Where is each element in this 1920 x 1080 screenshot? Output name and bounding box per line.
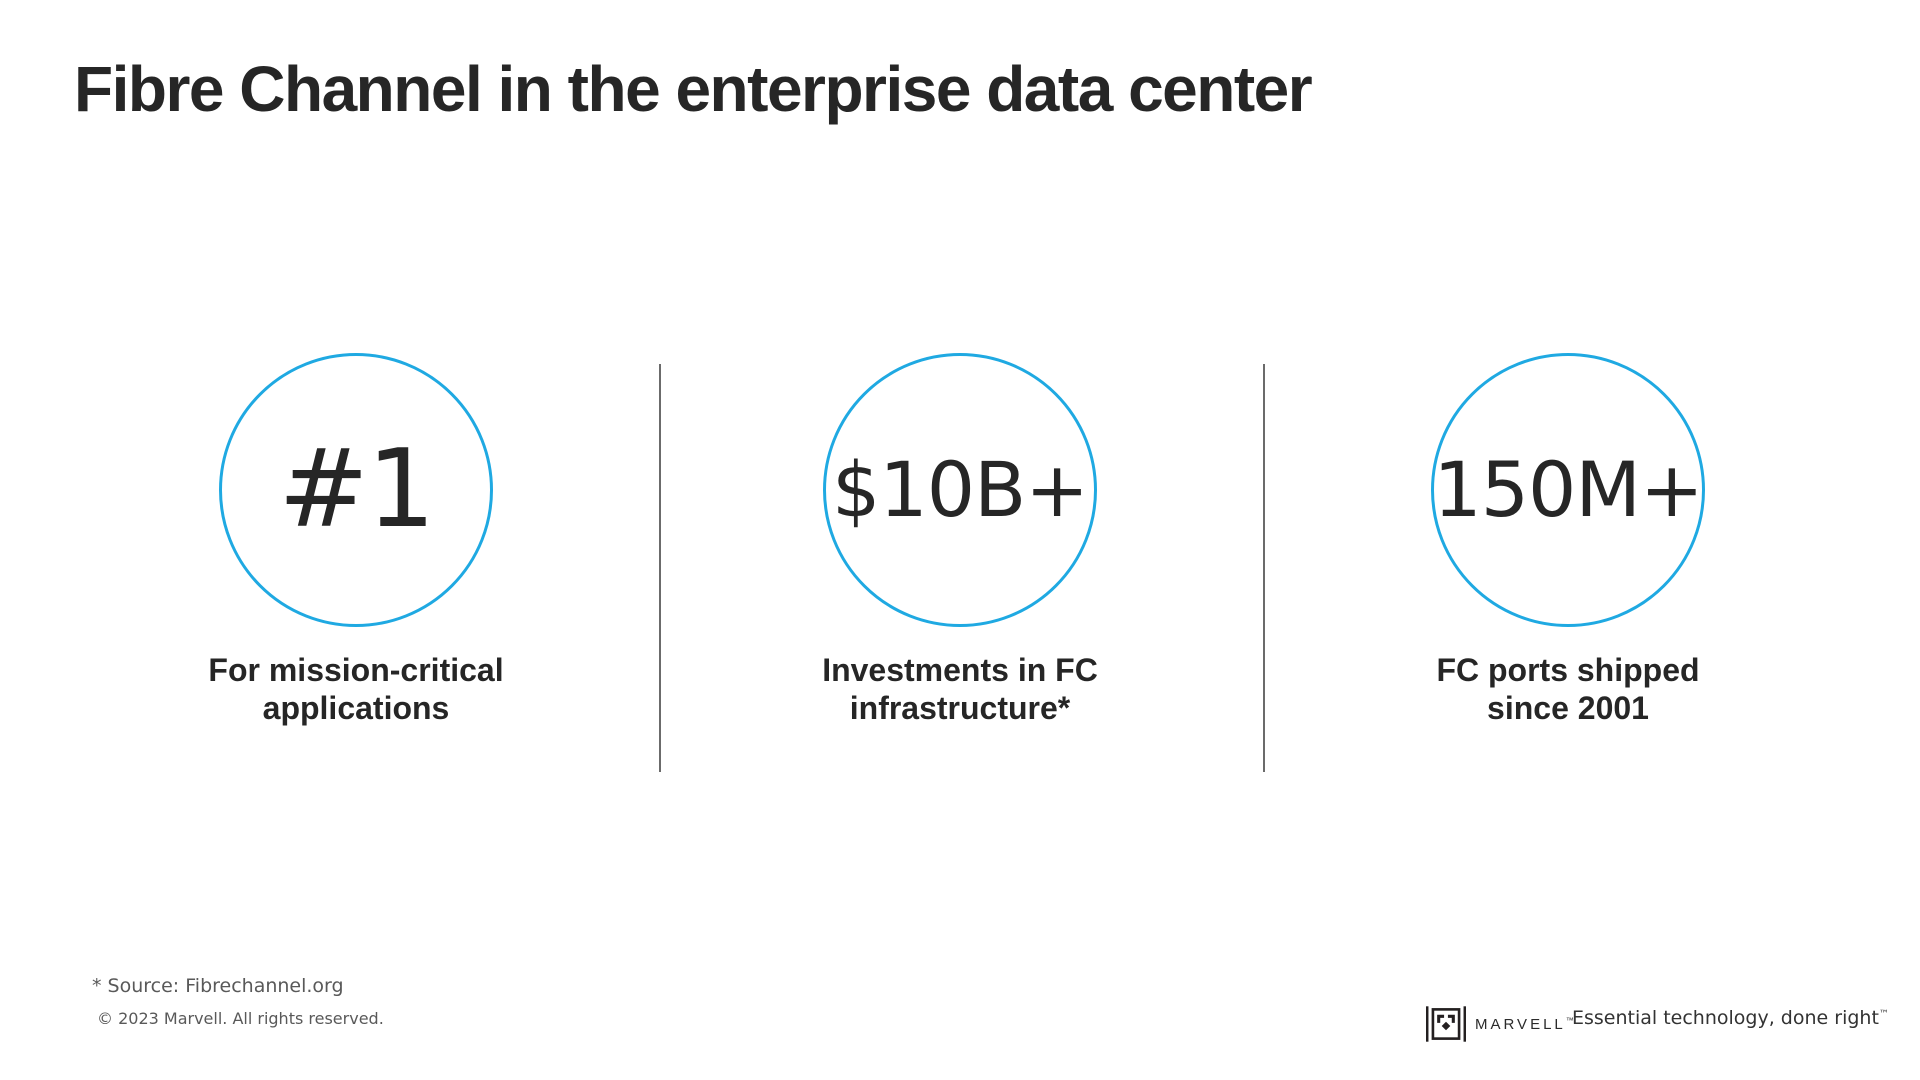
stat-label-line: Investments in FC (822, 652, 1098, 688)
stat-value: #1 (278, 427, 435, 552)
brand-wordmark: MARVELL™ (1475, 1016, 1574, 1033)
brand-block: MARVELL™ (1426, 1002, 1574, 1046)
stat-label-line: FC ports shipped (1436, 652, 1700, 688)
stat-value: 150M+ (1433, 445, 1703, 534)
source-footnote: * Source: Fibrechannel.org (92, 975, 344, 997)
brand-tagline-text: Essential technology, done right (1572, 1007, 1879, 1029)
vertical-divider (659, 364, 661, 772)
stat-label-line: since 2001 (1487, 690, 1649, 726)
stat-value: $10B+ (832, 445, 1089, 534)
brand-wordmark-text: MARVELL (1475, 1015, 1566, 1033)
stat-label: FC ports shipped since 2001 (1318, 651, 1818, 727)
brand-tagline: Essential technology, done right™ (1572, 1007, 1889, 1029)
copyright-text: © 2023 Marvell. All rights reserved. (97, 1009, 384, 1028)
stat-circle: #1 (219, 353, 493, 627)
vertical-divider (1263, 364, 1265, 772)
stat-circle: $10B+ (823, 353, 1097, 627)
stat-card-mission-critical: #1 For mission-critical applications (106, 353, 606, 727)
stat-label-line: applications (262, 690, 450, 726)
trademark-symbol: ™ (1878, 1009, 1889, 1020)
stat-label-line: For mission-critical (208, 652, 504, 688)
stat-label: For mission-critical applications (106, 651, 606, 727)
stat-card-ports-shipped: 150M+ FC ports shipped since 2001 (1318, 353, 1818, 727)
trademark-symbol: ™ (1565, 1015, 1574, 1025)
marvell-logo-icon (1426, 1006, 1466, 1042)
stat-label: Investments in FC infrastructure* (710, 651, 1210, 727)
stat-circle: 150M+ (1431, 353, 1705, 627)
stat-label-line: infrastructure* (849, 690, 1071, 726)
page-title: Fibre Channel in the enterprise data cen… (74, 53, 1313, 125)
stat-card-investments: $10B+ Investments in FC infrastructure* (710, 353, 1210, 727)
